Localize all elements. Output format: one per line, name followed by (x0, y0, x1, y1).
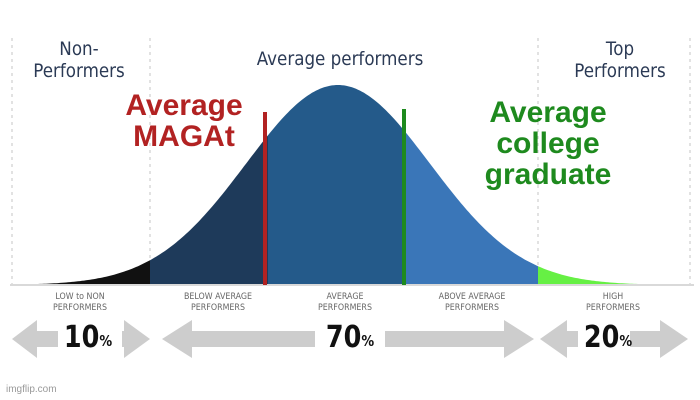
segment-label-average: AVERAGE PERFORMERS (318, 292, 372, 313)
arrow-left-1 (12, 320, 58, 358)
segment-label-below: BELOW AVERAGE PERFORMERS (183, 292, 253, 313)
arrow-right-1 (122, 320, 150, 358)
header-top-performers: Top Performers (574, 38, 666, 82)
segment-below (150, 135, 268, 285)
percent-low-value: 10 (63, 320, 100, 355)
percent-average-symbol: % (361, 332, 375, 350)
segment-label-low: LOW to NON PERFORMERS (53, 292, 107, 313)
percent-average: 70% (316, 322, 384, 354)
segment-high (538, 266, 694, 285)
arrow-left-2 (162, 320, 315, 358)
segment-average (268, 85, 405, 285)
divider-lines (11, 38, 691, 284)
arrow-right-3 (630, 320, 688, 358)
segment-above (405, 131, 538, 285)
header-average-performers: Average performers (256, 48, 424, 70)
curve-segments (10, 85, 694, 285)
percent-high-symbol: % (619, 332, 633, 350)
arrows (12, 320, 688, 358)
percent-high-value: 20 (583, 320, 620, 355)
segment-label-above: ABOVE AVERAGE PERFORMERS (438, 292, 506, 313)
percent-low-symbol: % (99, 332, 113, 350)
overlay-average-magat: Average MAGAt (125, 89, 243, 153)
overlay-average-college-graduate: Average college graduate (484, 96, 612, 191)
watermark: imgflip.com (6, 384, 57, 395)
arrow-right-2 (385, 320, 534, 358)
segment-low (10, 260, 150, 285)
percent-high: 20% (574, 322, 642, 354)
arrow-left-3 (540, 320, 578, 358)
percent-average-value: 70 (325, 320, 362, 355)
percent-low: 10% (54, 322, 122, 354)
header-non-performers: Non- Performers (33, 38, 125, 82)
segment-label-high: HIGH PERFORMERS (586, 292, 640, 313)
